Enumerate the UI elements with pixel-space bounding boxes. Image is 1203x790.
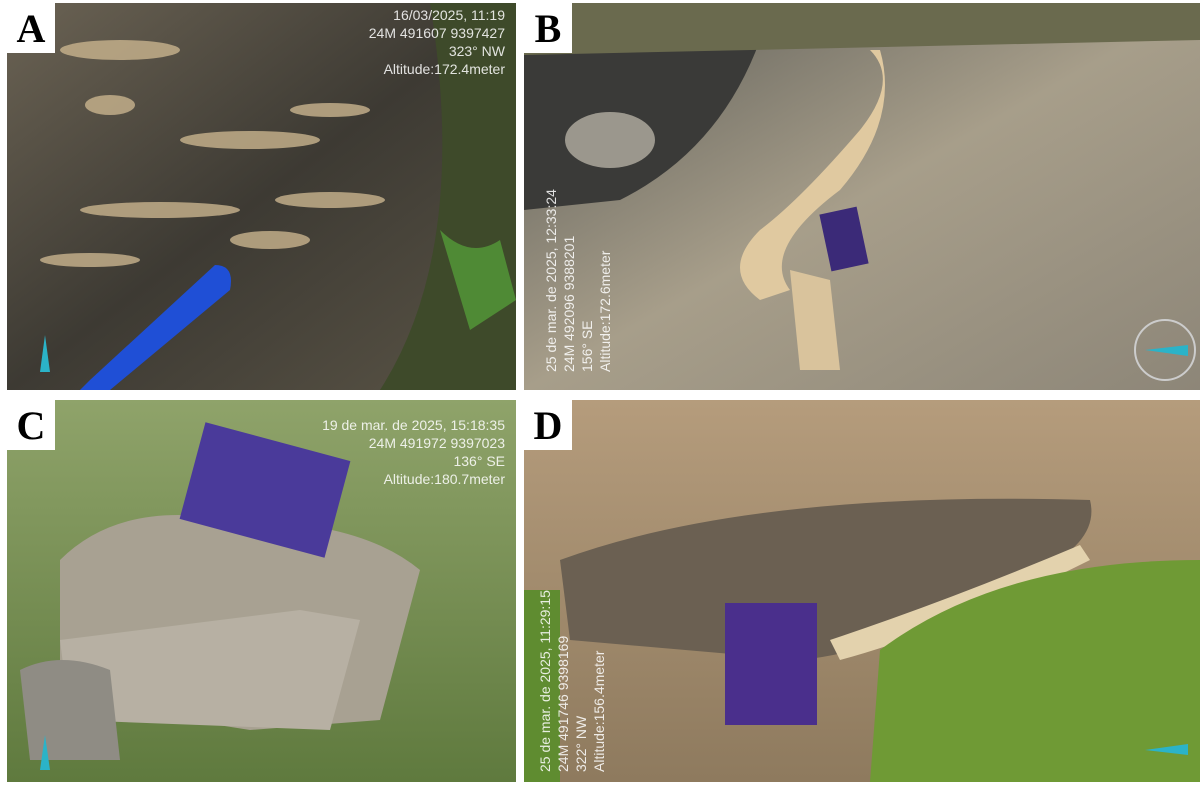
photo-d [524, 400, 1200, 782]
stamp-line: 136° SE [453, 453, 505, 469]
photo-a [7, 3, 516, 390]
stamp-line: 24M 492096 9388201 [561, 236, 577, 372]
stamp-line: 25 de mar. de 2025, 12:33:24 [543, 189, 559, 372]
panel-label: C [17, 403, 46, 448]
stamp-line: 16/03/2025, 11:19 [393, 7, 505, 23]
label-box [7, 3, 55, 53]
stamp-line: 24M 491746 9398169 [555, 636, 571, 772]
stamp-line: Altitude:172.6meter [597, 250, 613, 372]
stamp-line: 156° SE [579, 320, 595, 372]
stamp-line: 323° NW [449, 43, 506, 59]
panel-label: A [17, 6, 46, 51]
label-box [524, 3, 572, 53]
stamp-line: Altitude:180.7meter [384, 471, 506, 487]
stamp-line: 19 de mar. de 2025, 15:18:35 [322, 417, 505, 433]
stamp-line: 322° NW [573, 715, 589, 772]
stamp-line: 25 de mar. de 2025, 11:29:15 [537, 590, 553, 772]
stamp-line: 24M 491607 9397427 [369, 25, 505, 41]
label-box [7, 400, 55, 450]
label-box [524, 400, 572, 450]
stamp-line: Altitude:156.4meter [591, 650, 607, 772]
photo-b [524, 3, 1200, 390]
panel-label: D [534, 403, 563, 448]
stamp-line: Altitude:172.4meter [384, 61, 506, 77]
photo-c [7, 400, 516, 782]
stamp-line: 24M 491972 9397023 [369, 435, 505, 451]
panel-label: B [535, 6, 562, 51]
